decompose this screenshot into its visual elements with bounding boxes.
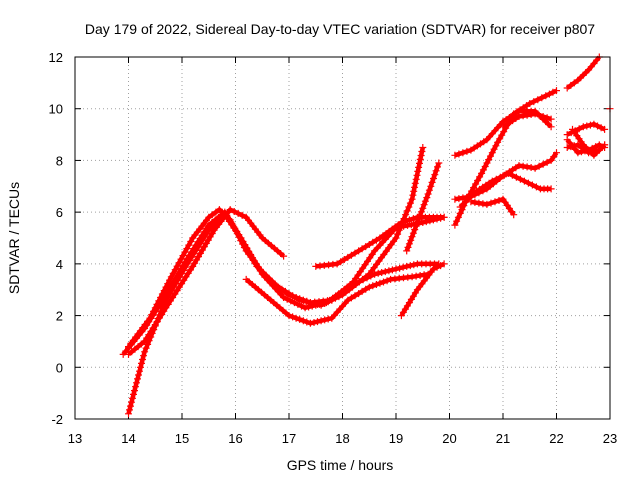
y-tick-label: 8 bbox=[56, 153, 63, 168]
x-tick-label: 16 bbox=[228, 431, 242, 446]
plus-markers bbox=[397, 260, 448, 320]
series-track-n bbox=[499, 110, 555, 131]
y-tick-label: 4 bbox=[56, 257, 63, 272]
series-track-m bbox=[467, 195, 518, 219]
y-tick-label: -2 bbox=[51, 412, 63, 427]
plus-markers bbox=[403, 159, 443, 255]
plus-markers bbox=[456, 169, 555, 211]
y-tick-label: 6 bbox=[56, 205, 63, 220]
x-tick-label: 21 bbox=[496, 431, 510, 446]
plot-frame bbox=[74, 56, 611, 420]
series-track-c bbox=[119, 208, 443, 358]
plus-markers bbox=[563, 53, 603, 92]
plus-markers bbox=[242, 270, 432, 327]
x-tick-label: 23 bbox=[603, 431, 617, 446]
x-tick-label: 17 bbox=[282, 431, 296, 446]
x-tick-label: 22 bbox=[549, 431, 563, 446]
x-tick-label: 15 bbox=[175, 431, 189, 446]
y-axis-label: SDTVAR / TECUs bbox=[6, 182, 22, 294]
plus-markers bbox=[125, 206, 288, 358]
axis-ticks: 13 14 15 16 17 18 19 20 21 22 23 -2 0 2 4 6 8 10 12 bbox=[49, 50, 618, 446]
y-tick-label: 10 bbox=[49, 102, 63, 117]
series-track-o bbox=[563, 53, 603, 92]
x-tick-label: 13 bbox=[68, 431, 82, 446]
plot-area bbox=[119, 53, 614, 418]
x-tick-label: 18 bbox=[335, 431, 349, 446]
x-tick-label: 14 bbox=[121, 431, 135, 446]
grid bbox=[75, 57, 610, 419]
series-track-l bbox=[456, 169, 555, 211]
x-tick-label: 19 bbox=[389, 431, 403, 446]
series-track-e bbox=[242, 270, 432, 327]
plus-markers bbox=[467, 195, 518, 219]
plus-markers bbox=[119, 208, 443, 358]
series-track-s bbox=[569, 125, 609, 159]
series-track-h bbox=[403, 159, 443, 255]
y-tick-label: 2 bbox=[56, 309, 63, 324]
chart-title: Day 179 of 2022, Sidereal Day-to-day VTE… bbox=[85, 21, 595, 37]
x-tick-label: 20 bbox=[442, 431, 456, 446]
series-track-g bbox=[397, 260, 448, 320]
series-track-d bbox=[125, 206, 288, 358]
y-tick-label: 0 bbox=[56, 360, 63, 375]
plus-markers bbox=[569, 125, 609, 159]
y-tick-label: 12 bbox=[49, 50, 63, 65]
x-axis-label: GPS time / hours bbox=[287, 457, 394, 473]
plus-markers bbox=[499, 110, 555, 131]
